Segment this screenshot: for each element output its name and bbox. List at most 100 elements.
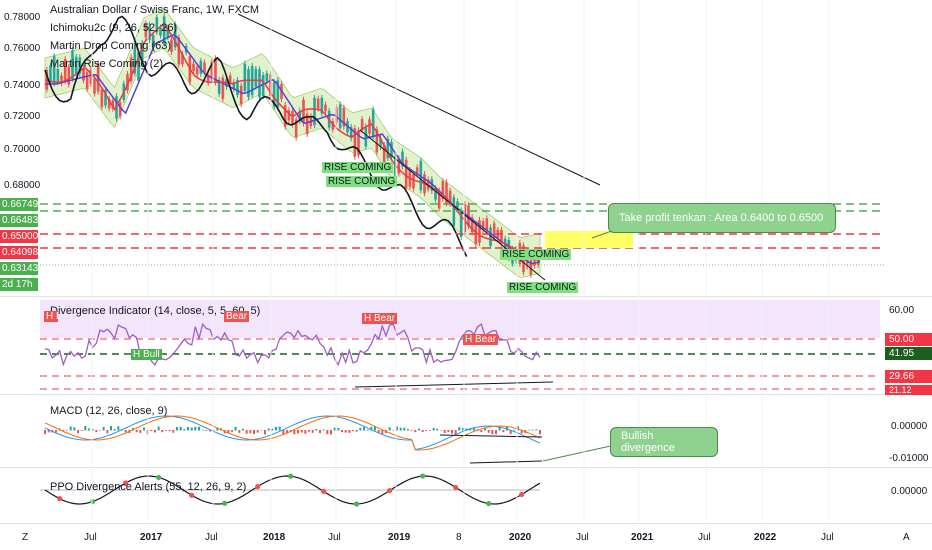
rise-coming-label: RISE COMING (322, 162, 394, 173)
indicator-ichimoku-label[interactable]: Ichimoku2c (9, 26, 52, 26) (50, 22, 178, 34)
macd-histogram-bar (84, 426, 87, 431)
macd-histogram-bar (95, 430, 98, 433)
macd-histogram-bar (355, 430, 358, 432)
candle-body (100, 89, 104, 108)
macd-histogram-bar (363, 427, 365, 431)
macd-histogram-bar (88, 428, 90, 431)
macd-histogram-bar (209, 430, 211, 432)
candle-body (137, 52, 140, 81)
candle-body (126, 73, 129, 91)
candle-body (434, 188, 437, 200)
rsi-level-pill: 29.66 (885, 370, 932, 383)
candle-body (239, 85, 243, 105)
macd-histogram-bar (143, 427, 145, 431)
indicator-rise-label[interactable]: Martin Rise Coming (2) (50, 58, 164, 70)
candle-body (353, 128, 357, 157)
macd-histogram-bar (154, 430, 156, 433)
macd-histogram-bar (69, 426, 72, 431)
candle-body (104, 89, 107, 106)
candle-body (195, 66, 199, 75)
macd-histogram-bar (245, 430, 248, 434)
h-bear-tag: H Bear (463, 334, 499, 345)
price-pill: 0.66483 (0, 214, 39, 227)
macd-histogram-bar (517, 426, 519, 431)
macd-histogram-bar (275, 426, 277, 431)
candle-body (74, 56, 78, 74)
take-profit-callout[interactable]: Take profit tenkan : Area 0.6400 to 0.65… (608, 203, 836, 233)
macd-histogram-bar (106, 430, 109, 434)
macd-histogram-bar (91, 429, 94, 431)
ppo-pane[interactable]: PPO Divergence Alerts (55, 12, 26, 9, 2)… (0, 468, 932, 524)
macd-histogram-bar (436, 428, 439, 431)
candle-body (379, 137, 382, 147)
h-bear-tag: H Bear (44, 311, 58, 322)
candle-body (492, 223, 496, 238)
macd-histogram-bar (179, 426, 182, 431)
candle-body (533, 257, 536, 266)
macd-histogram-bar (297, 430, 299, 434)
candle-body (71, 50, 74, 79)
divergence-indicator-pane[interactable]: Divergence Indicator (14, close, 5, 5, 6… (0, 297, 932, 395)
divergence-indicator-title[interactable]: Divergence Indicator (14, close, 5, 5, 6… (50, 305, 261, 317)
candle-body (302, 99, 305, 124)
candle-body (481, 220, 485, 230)
ppo-alert-dot (222, 500, 228, 506)
candle-body (148, 24, 151, 41)
macd-histogram-bar (462, 427, 464, 431)
macd-histogram-bar (264, 430, 266, 435)
macd-histogram-bar (440, 430, 442, 431)
macd-title[interactable]: MACD (12, 26, close, 9) (50, 405, 168, 417)
indicator-drop-label[interactable]: Martin Drop Coming (63) (50, 40, 172, 52)
candle-body (247, 69, 250, 98)
macd-line (44, 415, 541, 451)
callout-pointer (542, 444, 616, 462)
candle-body (313, 97, 316, 126)
rsi-value-pill: 41.95 (885, 347, 932, 360)
macd-histogram-bar (242, 428, 244, 431)
macd-histogram-bar (451, 430, 453, 434)
candle-body (82, 67, 85, 81)
macd-histogram-bar (326, 430, 329, 435)
macd-pane[interactable]: MACD (12, 26, close, 9) 0.00000 -0.01000… (0, 395, 932, 468)
ppo-alert-dot (156, 474, 162, 481)
candle-body (470, 217, 474, 233)
macd-histogram-bar (172, 430, 175, 433)
rise-coming-label: RISE COMING (507, 282, 579, 293)
macd-histogram-bar (366, 429, 369, 431)
candle-body (107, 99, 111, 109)
time-tick: Jul (84, 532, 97, 543)
macd-histogram-bar (249, 430, 252, 434)
candle-body (382, 145, 386, 166)
macd-histogram-bar (267, 428, 270, 431)
macd-histogram-bar (286, 430, 288, 434)
main-price-pane[interactable]: Australian Dollar / Swiss Franc, 1W, FXC… (0, 0, 932, 297)
macd-histogram-bar (487, 430, 490, 433)
macd-histogram-bar (348, 430, 351, 433)
candle-body (214, 58, 217, 83)
auto-scale-button[interactable]: A (903, 532, 910, 543)
macd-histogram-bar (157, 426, 160, 431)
macd-histogram-bar (498, 426, 501, 431)
corner-left-icon[interactable]: Z (22, 532, 29, 543)
candle-body (111, 100, 115, 109)
time-axis[interactable]: Z Jul 2017 Jul 2018 Jul 2019 8 2020 Jul … (0, 524, 932, 550)
candle-body (283, 105, 287, 127)
ppo-alert-dot (255, 484, 261, 490)
bullish-divergence-callout[interactable]: Bullish divergence (610, 427, 718, 457)
macd-histogram-bar (506, 426, 508, 431)
candle-body (265, 73, 269, 82)
macd-histogram-bar (201, 429, 204, 431)
candle-body (478, 219, 481, 243)
macd-histogram-bar (520, 430, 523, 434)
ppo-canvas[interactable] (0, 468, 932, 524)
macd-histogram-bar (62, 430, 65, 432)
divergence-canvas[interactable] (0, 297, 932, 395)
ppo-title[interactable]: PPO Divergence Alerts (55, 12, 26, 9, 2) (50, 481, 247, 493)
time-tick: 2020 (509, 532, 532, 543)
macd-histogram-bar (359, 427, 362, 431)
macd-histogram-bar (399, 427, 402, 431)
candle-body (243, 63, 247, 92)
macd-histogram-bar (205, 430, 208, 431)
rsi-tick: 60.00 (889, 305, 915, 316)
time-tick: 2021 (631, 532, 654, 543)
